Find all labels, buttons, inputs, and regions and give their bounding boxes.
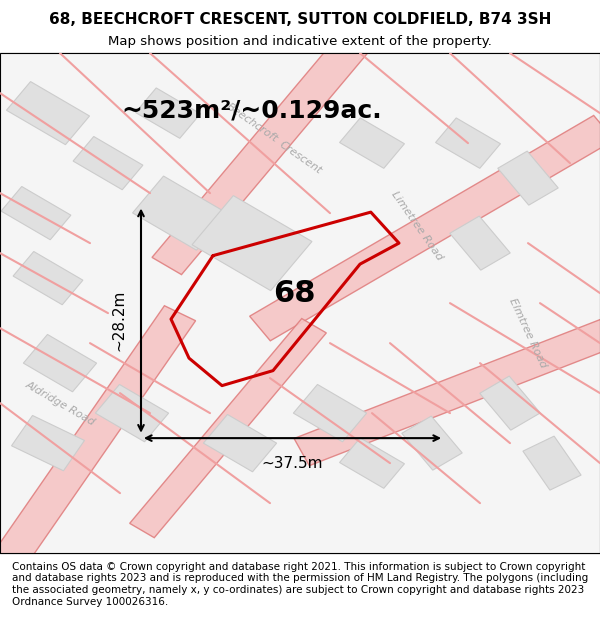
Polygon shape	[250, 116, 600, 341]
Polygon shape	[133, 176, 227, 250]
Polygon shape	[136, 88, 200, 138]
Polygon shape	[1, 186, 71, 240]
Polygon shape	[11, 416, 85, 471]
Text: ~28.2m: ~28.2m	[111, 290, 126, 351]
Polygon shape	[293, 384, 367, 442]
Text: Map shows position and indicative extent of the property.: Map shows position and indicative extent…	[108, 34, 492, 48]
Text: 68, BEECHCROFT CRESCENT, SUTTON COLDFIELD, B74 3SH: 68, BEECHCROFT CRESCENT, SUTTON COLDFIEL…	[49, 12, 551, 27]
Text: Limetree Road: Limetree Road	[389, 189, 445, 262]
Text: Aldridge Road: Aldridge Road	[23, 379, 97, 427]
Text: ~523m²/~0.129ac.: ~523m²/~0.129ac.	[122, 99, 382, 122]
Text: ~37.5m: ~37.5m	[262, 456, 323, 471]
Polygon shape	[498, 151, 558, 205]
Polygon shape	[95, 384, 169, 442]
Polygon shape	[294, 291, 600, 466]
Polygon shape	[23, 334, 97, 392]
Polygon shape	[436, 118, 500, 168]
Text: Contains OS data © Crown copyright and database right 2021. This information is : Contains OS data © Crown copyright and d…	[12, 562, 588, 606]
Polygon shape	[130, 319, 326, 538]
Polygon shape	[192, 196, 312, 291]
Polygon shape	[340, 438, 404, 488]
Polygon shape	[7, 82, 89, 144]
Text: 68: 68	[273, 279, 315, 308]
Polygon shape	[152, 12, 388, 274]
Polygon shape	[480, 376, 540, 430]
Polygon shape	[203, 414, 277, 472]
Polygon shape	[450, 216, 510, 270]
Text: Elmtree Road: Elmtree Road	[508, 297, 548, 369]
Polygon shape	[402, 416, 462, 470]
Text: Beechcroft: Beechcroft	[224, 102, 280, 144]
Polygon shape	[13, 251, 83, 305]
Polygon shape	[73, 136, 143, 190]
Polygon shape	[340, 118, 404, 168]
Polygon shape	[0, 306, 196, 581]
Polygon shape	[523, 436, 581, 490]
Text: Crescent: Crescent	[277, 140, 323, 176]
